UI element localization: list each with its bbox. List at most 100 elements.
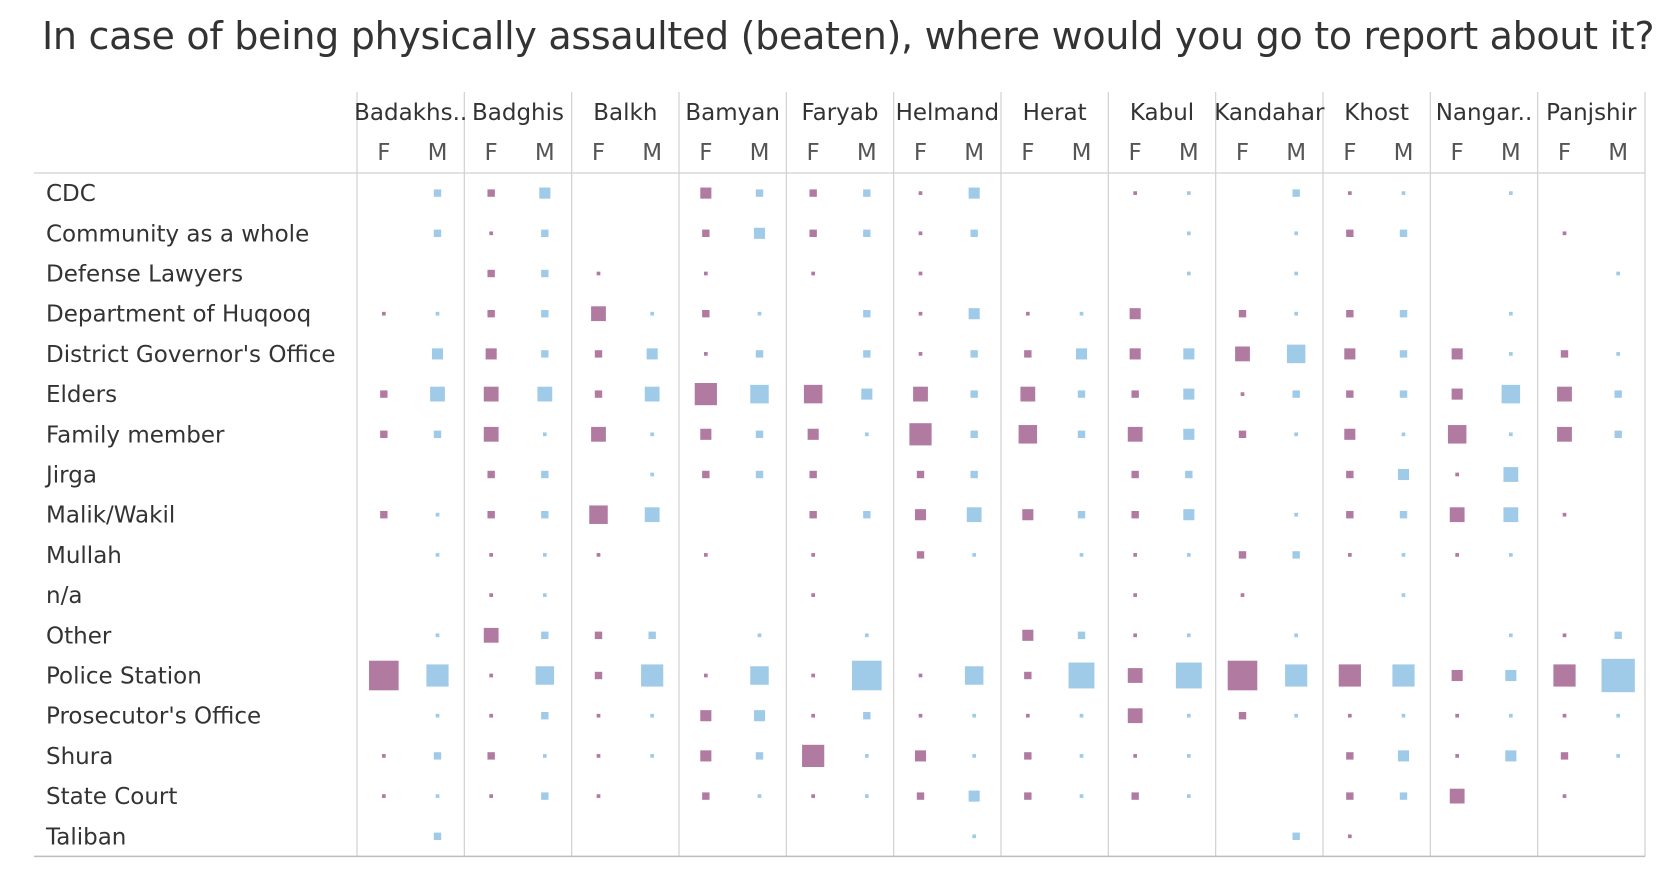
heatmap-square	[968, 790, 980, 802]
heatmap-square	[1286, 344, 1306, 364]
heatmap-square	[1077, 430, 1086, 438]
heatmap-square	[811, 593, 816, 597]
heatmap-square	[1240, 593, 1245, 597]
heatmap-square	[970, 470, 978, 479]
heatmap-square	[1503, 467, 1519, 482]
category-label: Jirga	[44, 463, 97, 489]
category-label: District Governor's Office	[46, 342, 336, 368]
heatmap-square	[1186, 794, 1191, 798]
heatmap-square	[483, 627, 499, 643]
heatmap-square	[1346, 310, 1354, 318]
heatmap-square	[1503, 507, 1519, 523]
province-label: Khost	[1344, 100, 1409, 126]
heatmap-square	[1018, 425, 1038, 444]
heatmap-square	[1346, 511, 1354, 519]
category-label: State Court	[46, 784, 177, 810]
heatmap-square	[972, 713, 977, 718]
heatmap-square	[1455, 553, 1460, 557]
heatmap-square	[1508, 191, 1513, 195]
heatmap-square	[1346, 752, 1354, 760]
heatmap-square	[916, 792, 925, 800]
heatmap-square	[487, 511, 495, 519]
heatmap-square	[972, 553, 977, 557]
heatmap-square	[1079, 754, 1084, 758]
heatmap-square	[964, 666, 984, 685]
heatmap-square	[1347, 834, 1352, 839]
province-label: Balkh	[593, 100, 657, 126]
heatmap-square	[1401, 713, 1406, 718]
heatmap-square	[426, 664, 449, 687]
heatmap-square	[435, 633, 440, 638]
heatmap-square	[918, 191, 923, 195]
heatmap-square	[757, 794, 762, 798]
heatmap-square	[703, 673, 708, 678]
heatmap-square	[1399, 792, 1408, 800]
heatmap-square	[485, 348, 497, 360]
heatmap-square	[909, 423, 932, 446]
heatmap-square	[700, 750, 712, 762]
heatmap-square	[487, 269, 495, 278]
heatmap-square	[807, 428, 819, 440]
category-label: CDC	[46, 181, 96, 207]
gender-label: F	[807, 140, 820, 166]
heatmap-square	[1183, 388, 1195, 400]
heatmap-square	[1129, 348, 1141, 360]
heatmap-square	[1449, 788, 1465, 804]
heatmap-square	[596, 271, 601, 276]
gender-label: F	[1343, 140, 1356, 166]
heatmap-square	[755, 350, 764, 358]
heatmap-square	[1183, 509, 1195, 521]
province-label: Badakhs..	[354, 100, 467, 126]
heatmap-square	[1079, 794, 1084, 798]
heatmap-square	[700, 710, 712, 722]
heatmap-square	[433, 189, 442, 197]
heatmap-square	[1186, 191, 1191, 195]
heatmap-square	[757, 311, 762, 316]
gender-label: F	[1021, 140, 1034, 166]
category-label: Taliban	[45, 824, 126, 850]
province-label: Helmand	[896, 100, 1000, 126]
heatmap-square	[1077, 511, 1086, 519]
heatmap-square	[863, 712, 871, 720]
category-label: Police Station	[46, 664, 202, 690]
heatmap-square	[809, 511, 817, 519]
heatmap-square	[1557, 386, 1572, 402]
category-label: Community as a whole	[46, 221, 309, 247]
heatmap-square	[1451, 348, 1463, 360]
heatmap-square	[918, 311, 923, 316]
heatmap-square	[1133, 191, 1138, 195]
heatmap-square	[803, 384, 823, 404]
category-label: Prosecutor's Office	[46, 704, 261, 730]
heatmap-square	[970, 390, 978, 398]
heatmap-square	[1347, 713, 1352, 718]
heatmap-square	[380, 511, 388, 519]
heatmap-square	[1131, 390, 1139, 398]
heatmap-square	[1240, 392, 1245, 396]
heatmap-square	[1175, 662, 1202, 689]
heatmap-square	[1401, 191, 1406, 195]
heatmap-square	[970, 229, 978, 237]
category-label: Malik/Wakil	[46, 503, 175, 529]
heatmap-square	[1346, 792, 1354, 800]
heatmap-square	[1616, 271, 1621, 276]
gender-label: M	[535, 140, 555, 166]
gender-label: M	[1286, 140, 1306, 166]
heatmap-square	[755, 752, 764, 760]
heatmap-square	[864, 754, 869, 758]
heatmap-square	[541, 229, 549, 237]
heatmap-square	[1560, 752, 1569, 760]
heatmap-square	[809, 470, 817, 479]
heatmap-square	[1186, 271, 1191, 276]
heatmap-square	[750, 384, 769, 404]
heatmap-square	[1614, 390, 1622, 398]
heatmap-square	[1024, 350, 1032, 358]
heatmap-square	[596, 713, 601, 718]
heatmap-square	[1508, 633, 1513, 638]
heatmap-square	[433, 832, 442, 840]
heatmap-square	[1399, 310, 1408, 318]
heatmap-square	[1449, 507, 1465, 523]
heatmap-square	[863, 310, 871, 318]
heatmap-square	[811, 713, 816, 718]
heatmap-square	[1447, 425, 1467, 444]
heatmap-square	[1508, 713, 1513, 718]
